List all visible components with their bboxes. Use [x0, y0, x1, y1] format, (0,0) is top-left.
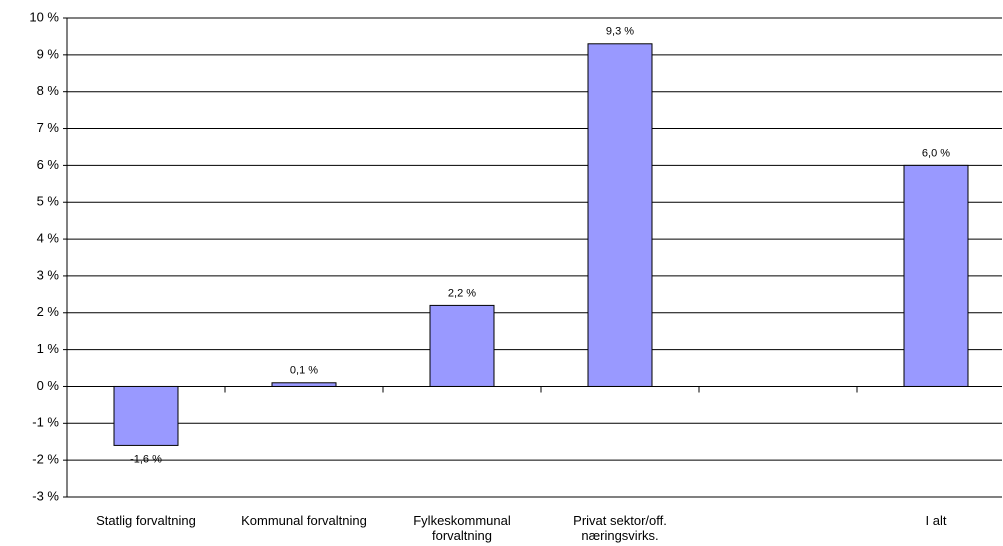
- y-tick-label: 10 %: [29, 9, 59, 24]
- bar: [587, 43, 653, 387]
- value-label: 2,2 %: [448, 287, 476, 299]
- value-label: 9,3 %: [606, 26, 634, 38]
- y-tick-label: -2 %: [32, 452, 59, 467]
- value-label: 0,1 %: [290, 365, 318, 377]
- x-tick-label: Privat sektor/off. næringsvirks.: [573, 513, 667, 543]
- y-tick-label: 5 %: [37, 194, 60, 209]
- y-tick-label: 6 %: [37, 157, 60, 172]
- y-tick-label: 9 %: [37, 46, 60, 61]
- y-tick-label: 4 %: [37, 231, 60, 246]
- value-label: -1,6 %: [130, 453, 162, 465]
- x-tick-label: Statlig forvaltning: [96, 513, 196, 528]
- x-tick-label: Fylkeskommunal forvaltning: [413, 513, 511, 543]
- y-tick-label: -1 %: [32, 415, 59, 430]
- x-tick-label: Kommunal forvaltning: [241, 513, 367, 528]
- bar: [903, 164, 969, 387]
- y-tick-label: 1 %: [37, 341, 60, 356]
- bar: [113, 385, 179, 446]
- y-tick-label: -3 %: [32, 488, 59, 503]
- y-tick-label: 3 %: [37, 267, 60, 282]
- value-label: 6,0 %: [922, 147, 950, 159]
- bar: [271, 382, 337, 387]
- y-tick-label: 0 %: [37, 378, 60, 393]
- y-tick-label: 2 %: [37, 304, 60, 319]
- y-tick-label: 8 %: [37, 83, 60, 98]
- bar: [429, 304, 495, 387]
- y-tick-label: 7 %: [37, 120, 60, 135]
- x-tick-label: I alt: [925, 513, 947, 528]
